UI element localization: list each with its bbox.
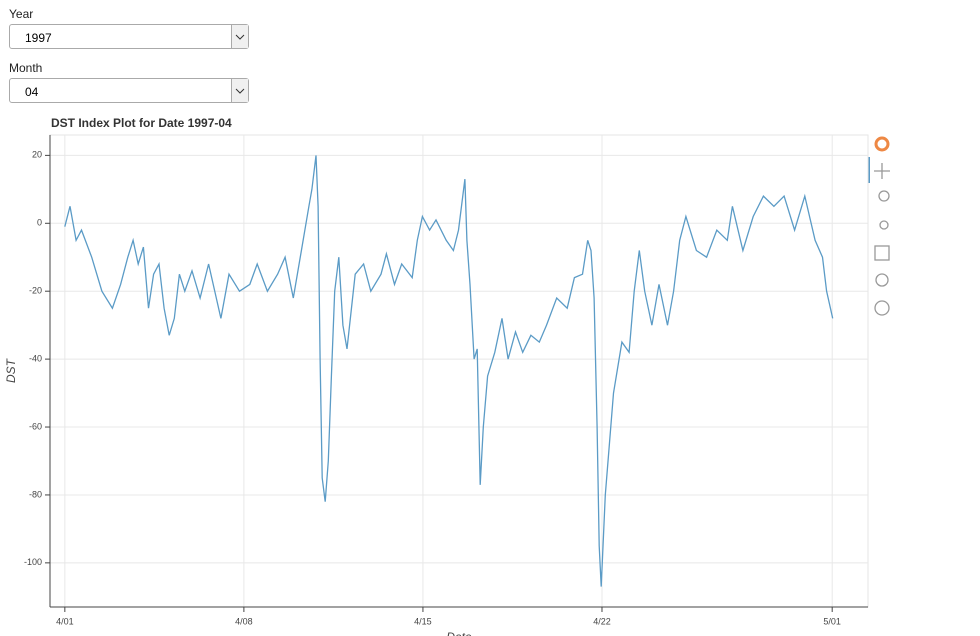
y-tick-label: -100 <box>24 557 42 567</box>
save-tool <box>874 245 890 261</box>
dropdown-arrow <box>231 79 248 102</box>
data-line <box>64 155 834 587</box>
month-value: 04 <box>25 85 39 99</box>
pan-tool <box>874 163 890 179</box>
bokeh-logo <box>874 136 890 152</box>
y-tick-label: -20 <box>29 286 42 296</box>
x-tick-label: 4/22 <box>593 616 611 626</box>
year-value: 1997 <box>25 31 52 45</box>
y-tick-label: -40 <box>29 353 42 363</box>
year-label: Year <box>9 7 34 21</box>
month-select[interactable]: 04 <box>9 78 249 103</box>
plot-frame <box>49 134 869 608</box>
help-tool <box>874 300 890 316</box>
x-tick-label: 4/01 <box>56 616 74 626</box>
x-tick-label: 4/08 <box>235 616 253 626</box>
zoom-tool <box>878 190 890 202</box>
y-axis-label: DST <box>4 357 18 383</box>
y-tick-label: 0 <box>37 218 42 228</box>
year-select[interactable]: 1997 <box>9 24 249 49</box>
y-tick-label: -80 <box>29 489 42 499</box>
dropdown-arrow <box>231 25 248 48</box>
y-tick-label: -60 <box>29 421 42 431</box>
wheel-zoom-tool <box>879 220 889 230</box>
x-tick-label: 4/15 <box>414 616 432 626</box>
x-axis-label: Date <box>446 630 472 636</box>
toolbar <box>868 136 890 316</box>
reset-tool <box>875 273 889 287</box>
chart-title: DST Index Plot for Date 1997-04 <box>51 116 232 130</box>
x-tick-label: 5/01 <box>823 616 841 626</box>
y-tick-label: 20 <box>32 150 42 160</box>
month-label: Month <box>9 61 43 75</box>
